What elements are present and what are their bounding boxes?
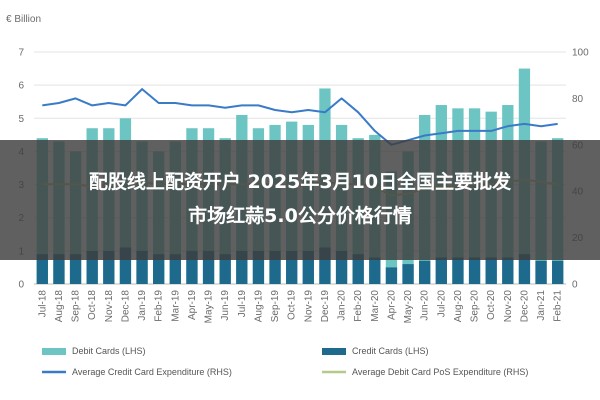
credit-bar [136, 250, 148, 284]
credit-bar [485, 257, 497, 284]
x-tick-label: Dec-18 [120, 290, 131, 323]
credit-expenditure-line [42, 88, 558, 146]
x-axis-ticks: Jul-18 Aug-18 Sep-18 Oct-18 Nov-18 Dec-18 Jan-… [37, 290, 563, 324]
credit-bar [518, 254, 531, 284]
x-tick-label: Dec-20 [519, 290, 530, 323]
x-tick-label: Sep-20 [470, 290, 481, 323]
credit-bar [53, 254, 65, 284]
x-tick-label: May-19 [204, 290, 215, 324]
x-tick-label: Mar-19 [170, 290, 181, 322]
credit-bar [86, 250, 98, 284]
x-tick-label: Apr-20 [386, 290, 397, 320]
x-tick-label: Jan-20 [337, 290, 348, 321]
credit-bar [36, 254, 48, 284]
x-tick-label: Nov-18 [104, 290, 115, 323]
credit-bar [69, 254, 82, 284]
left-tick-label: 6 [18, 81, 24, 92]
x-tick-label: Oct-19 [287, 290, 298, 320]
legend-swatch [322, 348, 346, 355]
left-tick-label: 0 [18, 280, 24, 291]
x-tick-label: Jan-19 [137, 290, 148, 321]
x-tick-label: Sep-18 [71, 290, 82, 323]
credit-bar [153, 254, 165, 284]
left-tick-label: 7 [18, 48, 24, 59]
legend-label: Average Credit Card Expenditure (RHS) [72, 367, 232, 377]
x-tick-label: Dec-19 [320, 290, 331, 323]
credit-bar [352, 254, 364, 284]
credit-bar [468, 257, 481, 284]
x-tick-label: Nov-19 [303, 290, 314, 323]
credit-bar [402, 264, 414, 284]
banner-line-2: 市场红蒜5.0公分价格行情 [188, 204, 412, 227]
credit-bar [286, 250, 298, 284]
credit-bar [169, 254, 181, 284]
x-tick-label: Jul-18 [37, 290, 48, 318]
credit-bar [535, 260, 547, 284]
overlay-banner: 配股线上配资开户 2025年3月10日全国主要批发 市场红蒜5.0公分价格行情 [0, 140, 600, 260]
x-tick-label: May-20 [403, 290, 414, 324]
right-tick-label: 100 [572, 48, 589, 59]
x-tick-label: Feb-19 [154, 290, 165, 322]
x-tick-label: Apr-19 [187, 290, 198, 320]
credit-bar [319, 247, 331, 284]
credit-bar [452, 257, 464, 284]
credit-bar [219, 254, 231, 284]
right-tick-label: 0 [572, 280, 578, 291]
x-tick-label: Mar-20 [370, 290, 381, 322]
legend-swatch [42, 348, 66, 355]
x-tick-label: Aug-19 [253, 290, 264, 323]
legend: Debit Cards (LHS) Credit Cards (LHS) Avera… [42, 346, 528, 377]
x-tick-label: Feb-21 [553, 290, 564, 322]
x-tick-label: Sep-19 [270, 290, 281, 323]
credit-bar [186, 250, 198, 284]
credit-bar [335, 250, 348, 284]
x-tick-label: Jun-19 [220, 290, 231, 321]
x-tick-label: Jul-20 [436, 290, 447, 318]
left-tick-label: 5 [18, 114, 24, 125]
credit-bar [385, 267, 398, 284]
x-tick-label: Jul-19 [237, 290, 248, 318]
credit-bar [435, 257, 447, 284]
legend-label: Average Debit Card PoS Expenditure (RHS) [352, 367, 528, 377]
credit-bar [252, 250, 265, 284]
x-tick-label: Nov-20 [503, 290, 514, 323]
credit-bar [269, 250, 281, 284]
x-tick-label: Jan-21 [536, 290, 547, 321]
x-tick-label: Aug-20 [453, 290, 464, 323]
credit-bar [236, 250, 248, 284]
credit-bar [119, 247, 132, 284]
right-tick-label: 80 [572, 94, 584, 105]
credit-card-bars [36, 247, 564, 284]
credit-bar [302, 250, 314, 284]
credit-bar [419, 260, 431, 284]
legend-label: Debit Cards (LHS) [72, 346, 146, 356]
x-tick-label: Jun-20 [420, 290, 431, 321]
x-tick-label: Feb-20 [353, 290, 364, 322]
credit-bar [369, 257, 381, 284]
banner-line-1: 配股线上配资开户 2025年3月10日全国主要批发 [89, 170, 512, 193]
credit-bar [502, 257, 514, 284]
x-tick-label: Aug-18 [54, 290, 65, 323]
x-tick-label: Oct-18 [87, 290, 98, 320]
legend-label: Credit Cards (LHS) [352, 346, 429, 356]
credit-bar [103, 250, 115, 284]
unit-label: € Billion [6, 14, 41, 25]
x-tick-label: Oct-20 [486, 290, 497, 320]
credit-bar [552, 260, 564, 284]
credit-bar [202, 250, 215, 284]
banner-background [0, 140, 600, 260]
